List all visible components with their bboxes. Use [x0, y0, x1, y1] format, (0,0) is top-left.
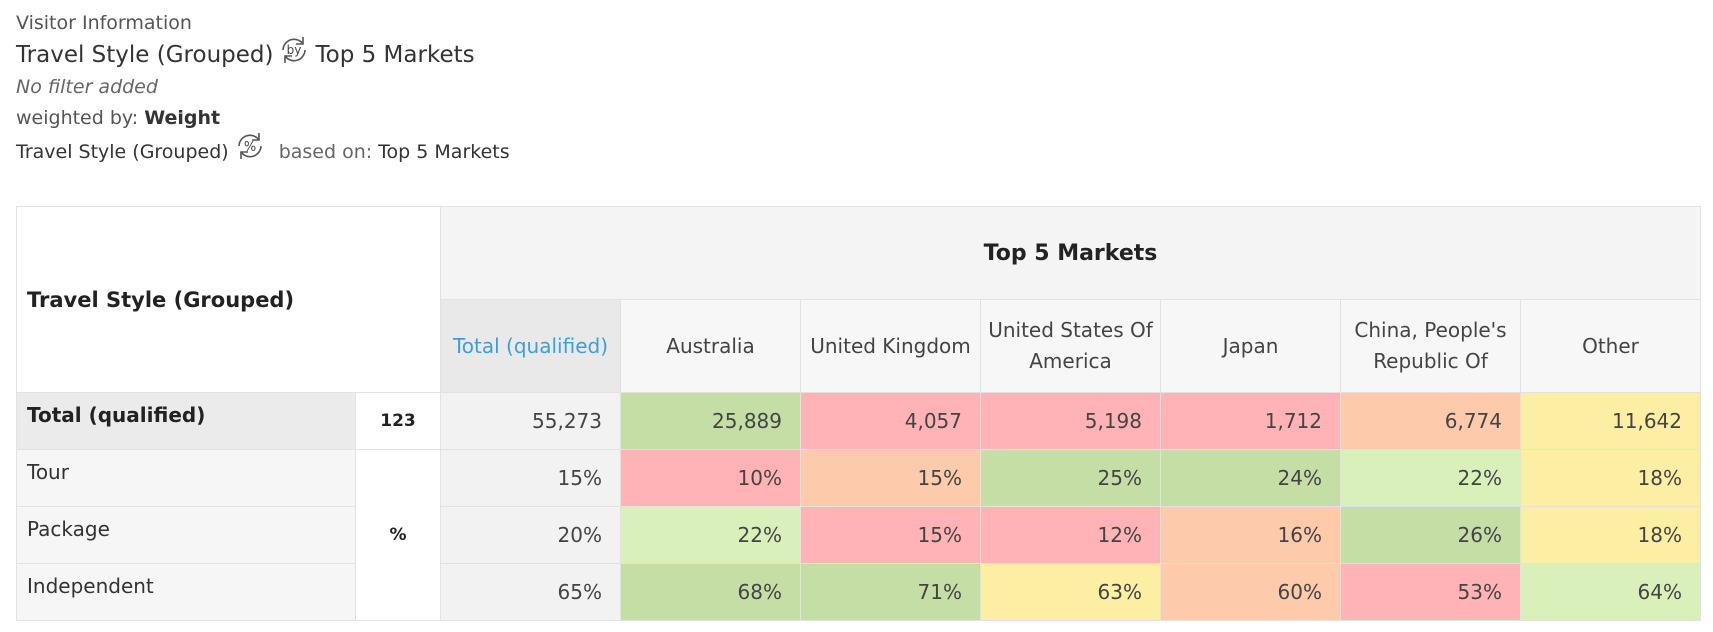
column-header-total[interactable]: Total (qualified): [440, 299, 621, 393]
row-label-independent[interactable]: Independent: [16, 563, 356, 621]
column-header-other[interactable]: Other: [1520, 299, 1701, 393]
crosstab-table: Travel Style (Grouped) Top 5 Markets Tot…: [16, 206, 1701, 621]
cell-tour-total[interactable]: 15%: [440, 449, 621, 507]
percent-unit-label: %: [355, 449, 441, 621]
report-meta: Visitor Information Travel Style (Groupe…: [16, 8, 510, 170]
section-label: Visitor Information: [16, 12, 192, 34]
filter-status: No filter added: [16, 76, 158, 98]
cell-total-total[interactable]: 55,273: [440, 392, 621, 450]
column-group-header[interactable]: Top 5 Markets: [440, 206, 1701, 300]
row-label-tour[interactable]: Tour: [16, 449, 356, 507]
weight-info: weighted by: Weight: [16, 102, 510, 134]
table-row-tour: Tour % 15% 10% 15% 25% 24% 22% 18%: [16, 449, 1701, 621]
cell-independent-usa[interactable]: 63%: [980, 563, 1161, 621]
base-count: 123: [355, 392, 441, 450]
cell-tour-united-kingdom[interactable]: 15%: [800, 449, 981, 507]
cell-package-china[interactable]: 26%: [1340, 506, 1521, 564]
row-variable-name[interactable]: Travel Style (Grouped): [16, 42, 274, 68]
cell-total-japan[interactable]: 1,712: [1160, 392, 1341, 450]
table-row-independent: Independent 65% 68% 71% 63% 60% 53% 64%: [16, 563, 1701, 621]
cell-independent-other[interactable]: 64%: [1520, 563, 1701, 621]
column-header-china[interactable]: China, People's Republic Of: [1340, 299, 1521, 393]
swap-by-icon[interactable]: by: [277, 33, 311, 77]
cell-total-australia[interactable]: 25,889: [620, 392, 801, 450]
weight-variable[interactable]: Weight: [144, 107, 221, 129]
cell-independent-china[interactable]: 53%: [1340, 563, 1521, 621]
column-header-japan[interactable]: Japan: [1160, 299, 1341, 393]
cell-package-other[interactable]: 18%: [1520, 506, 1701, 564]
cell-independent-united-kingdom[interactable]: 71%: [800, 563, 981, 621]
pct-badge-text: %: [244, 140, 256, 155]
cell-total-other[interactable]: 11,642: [1520, 392, 1701, 450]
cell-tour-usa[interactable]: 25%: [980, 449, 1161, 507]
cell-package-japan[interactable]: 16%: [1160, 506, 1341, 564]
cell-package-australia[interactable]: 22%: [620, 506, 801, 564]
row-label-total[interactable]: Total (qualified): [16, 392, 356, 450]
cell-total-china[interactable]: 6,774: [1340, 392, 1521, 450]
cell-package-united-kingdom[interactable]: 15%: [800, 506, 981, 564]
table-row-total: Total (qualified) 123 55,273 25,889 4,05…: [16, 392, 1701, 450]
report-title: Travel Style (Grouped) by Top 5 Markets: [16, 37, 510, 72]
cell-total-usa[interactable]: 5,198: [980, 392, 1161, 450]
percent-base-info: Travel Style (Grouped) % based on: Top 5…: [16, 133, 510, 170]
cell-package-total[interactable]: 20%: [440, 506, 621, 564]
based-on-prefix: based on:: [278, 141, 373, 163]
cell-tour-japan[interactable]: 24%: [1160, 449, 1341, 507]
cell-independent-australia[interactable]: 68%: [620, 563, 801, 621]
row-variable-header[interactable]: Travel Style (Grouped): [16, 206, 441, 393]
pct-variable-name[interactable]: Travel Style (Grouped): [16, 141, 229, 163]
cell-independent-japan[interactable]: 60%: [1160, 563, 1341, 621]
cell-tour-other[interactable]: 18%: [1520, 449, 1701, 507]
table-row-package: Package 20% 22% 15% 12% 16% 26% 18%: [16, 506, 1701, 564]
column-variable-name[interactable]: Top 5 Markets: [315, 42, 475, 68]
cell-independent-total[interactable]: 65%: [440, 563, 621, 621]
cell-package-usa[interactable]: 12%: [980, 506, 1161, 564]
column-header-australia[interactable]: Australia: [620, 299, 801, 393]
cell-total-united-kingdom[interactable]: 4,057: [800, 392, 981, 450]
column-header-usa[interactable]: United States Of America: [980, 299, 1161, 393]
column-header-united-kingdom[interactable]: United Kingdom: [800, 299, 981, 393]
based-on-variable[interactable]: Top 5 Markets: [378, 141, 510, 163]
by-badge-text: by: [287, 43, 302, 57]
cell-tour-china[interactable]: 22%: [1340, 449, 1521, 507]
cell-tour-australia[interactable]: 10%: [620, 449, 801, 507]
row-label-package[interactable]: Package: [16, 506, 356, 564]
percent-toggle-icon[interactable]: %: [233, 129, 267, 175]
weighted-prefix: weighted by:: [16, 107, 139, 129]
